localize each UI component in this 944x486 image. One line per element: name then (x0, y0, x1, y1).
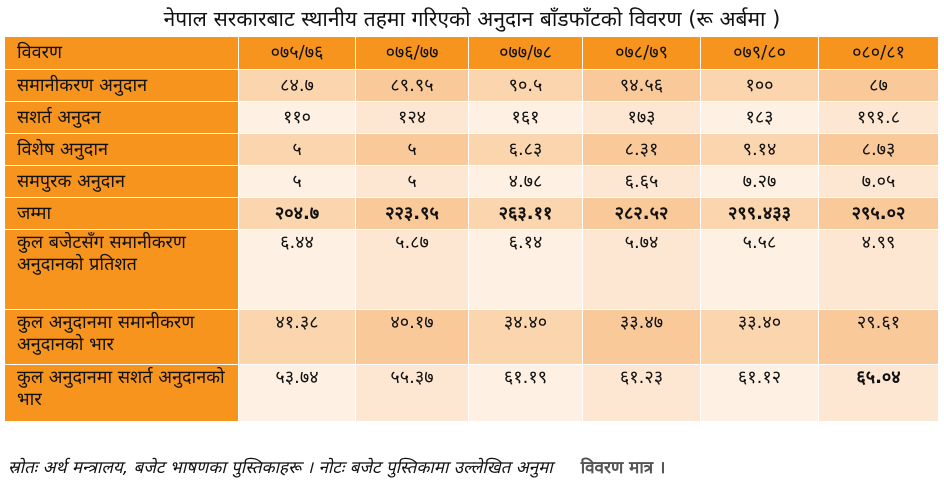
row-label: जम्मा (4, 197, 239, 230)
table-cell: ८.३१ (582, 133, 701, 166)
table-cell: २०४.७ (238, 197, 356, 230)
table-cell: १९१.८ (818, 101, 939, 134)
source-note-tail: विवरण मात्र । (580, 458, 666, 478)
table-cell: ६१.२३ (582, 364, 701, 422)
table-cell: ५५.३७ (355, 364, 469, 422)
row-label: सशर्त अनुदन (4, 101, 239, 134)
row-label: कुल अनुदानमा समानीकरण अनुदानको भार (4, 309, 239, 365)
table-cell: २९५.०२ (818, 197, 939, 230)
column-header: विवरण (4, 36, 239, 70)
table-cell: १०० (700, 69, 819, 102)
table-cell: ५ (238, 133, 356, 166)
table-cell: ९.१४ (700, 133, 819, 166)
table-cell: ६.८३ (468, 133, 583, 166)
table-cell: ५.७४ (582, 229, 701, 310)
row-label: कुल अनुदानमा सशर्त अनुदानको भार (4, 364, 239, 422)
row-label: विशेष अनुदान (4, 133, 239, 166)
source-note: स्रोतः अर्थ मन्त्रालय, बजेट भाषणका पुस्त… (8, 456, 938, 482)
table-cell: ५ (355, 133, 469, 166)
table-cell: १२४ (355, 101, 469, 134)
table-cell: ७.०५ (818, 165, 939, 198)
table-row: कुल बजेटसँग समानीकरण अनुदानको प्रतिशत ६.… (4, 229, 939, 310)
column-header: ०७६/७७ (355, 36, 469, 70)
table-row: विशेष अनुदान ५ ५ ६.८३ ८.३१ ९.१४ ८.७३ (4, 133, 939, 166)
column-header: ०७९/८० (700, 36, 819, 70)
table-cell: ७.२७ (700, 165, 819, 198)
table-cell: ९४.५६ (582, 69, 701, 102)
grant-distribution-table: विवरण ०७५/७६ ०७६/७७ ०७७/७८ ०७८/७९ ०७९/८०… (4, 36, 939, 422)
table-cell: ६.६५ (582, 165, 701, 198)
table-cell: १७३ (582, 101, 701, 134)
table-cell: ६१.१९ (468, 364, 583, 422)
table-cell: ५३.७४ (238, 364, 356, 422)
table-cell: ६.१४ (468, 229, 583, 310)
table-cell: ६५.०४ (818, 364, 939, 422)
table-cell: ८४.७ (238, 69, 356, 102)
table-cell: १६१ (468, 101, 583, 134)
column-header: ०८०/८१ (818, 36, 939, 70)
table-header-row: विवरण ०७५/७६ ०७६/७७ ०७७/७८ ०७८/७९ ०७९/८०… (4, 36, 939, 70)
total-row: जम्मा २०४.७ २२३.९५ २६३.११ २८२.५२ २९९.४३३… (4, 197, 939, 230)
table-cell: ४०.१७ (355, 309, 469, 365)
table-cell: ४.९९ (818, 229, 939, 310)
column-header: ०७५/७६ (238, 36, 356, 70)
column-header: ०७७/७८ (468, 36, 583, 70)
table-cell: २६३.११ (468, 197, 583, 230)
table-row: सशर्त अनुदन ११० १२४ १६१ १७३ १८३ १९१.८ (4, 101, 939, 134)
table-cell: ५.५८ (700, 229, 819, 310)
table-cell: ११० (238, 101, 356, 134)
table-cell: २९९.४३३ (700, 197, 819, 230)
table-cell: २९.६१ (818, 309, 939, 365)
source-note-text: स्रोतः अर्थ मन्त्रालय, बजेट भाषणका पुस्त… (8, 458, 553, 478)
table-cell: ३४.४० (468, 309, 583, 365)
row-label: समपुरक अनुदान (4, 165, 239, 198)
table-cell: ५.८७ (355, 229, 469, 310)
table-row: समानीकरण अनुदान ८४.७ ८९.९५ ९०.५ ९४.५६ १०… (4, 69, 939, 102)
table-cell: १८३ (700, 101, 819, 134)
row-label: समानीकरण अनुदान (4, 69, 239, 102)
table-cell: २८२.५२ (582, 197, 701, 230)
table-title: नेपाल सरकारबाट स्थानीय तहमा गरिएको अनुदा… (163, 7, 781, 31)
row-label: कुल बजेटसँग समानीकरण अनुदानको प्रतिशत (4, 229, 239, 310)
table-cell: ६१.१२ (700, 364, 819, 422)
table-cell: ५ (238, 165, 356, 198)
table-cell: ८७ (818, 69, 939, 102)
table-cell: ४.७८ (468, 165, 583, 198)
table-row: कुल अनुदानमा समानीकरण अनुदानको भार ४१.३८… (4, 309, 939, 365)
table-cell: ८.७३ (818, 133, 939, 166)
table-cell: ५ (355, 165, 469, 198)
column-header: ०७८/७९ (582, 36, 701, 70)
table-cell: ९०.५ (468, 69, 583, 102)
table-cell: ६.४४ (238, 229, 356, 310)
table-cell: ४१.३८ (238, 309, 356, 365)
table-cell: ३३.४० (700, 309, 819, 365)
table-cell: ८९.९५ (355, 69, 469, 102)
table-cell: ३३.४७ (582, 309, 701, 365)
table-row: कुल अनुदानमा सशर्त अनुदानको भार ५३.७४ ५५… (4, 364, 939, 422)
table-row: समपुरक अनुदान ५ ५ ४.७८ ६.६५ ७.२७ ७.०५ (4, 165, 939, 198)
table-cell: २२३.९५ (355, 197, 469, 230)
